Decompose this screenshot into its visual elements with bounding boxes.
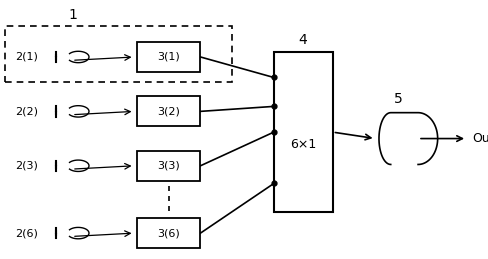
Bar <box>5 26 232 82</box>
FancyBboxPatch shape <box>137 97 200 126</box>
FancyBboxPatch shape <box>137 42 200 72</box>
Text: 2(6): 2(6) <box>15 228 38 238</box>
Text: 4: 4 <box>298 33 307 47</box>
Text: 3(3): 3(3) <box>157 161 180 171</box>
Text: 1: 1 <box>68 8 78 22</box>
Text: 6×1: 6×1 <box>289 139 316 152</box>
Text: 3(1): 3(1) <box>157 52 180 62</box>
FancyBboxPatch shape <box>137 151 200 181</box>
Text: 2(3): 2(3) <box>15 161 38 171</box>
Text: 2(1): 2(1) <box>15 52 38 62</box>
Text: Output: Output <box>471 132 488 145</box>
Text: 2(2): 2(2) <box>15 106 38 116</box>
FancyBboxPatch shape <box>137 218 200 248</box>
Polygon shape <box>378 113 437 164</box>
Text: 5: 5 <box>393 92 402 106</box>
Text: 3(6): 3(6) <box>157 228 180 238</box>
Text: 3(2): 3(2) <box>157 106 180 116</box>
FancyBboxPatch shape <box>273 52 332 212</box>
